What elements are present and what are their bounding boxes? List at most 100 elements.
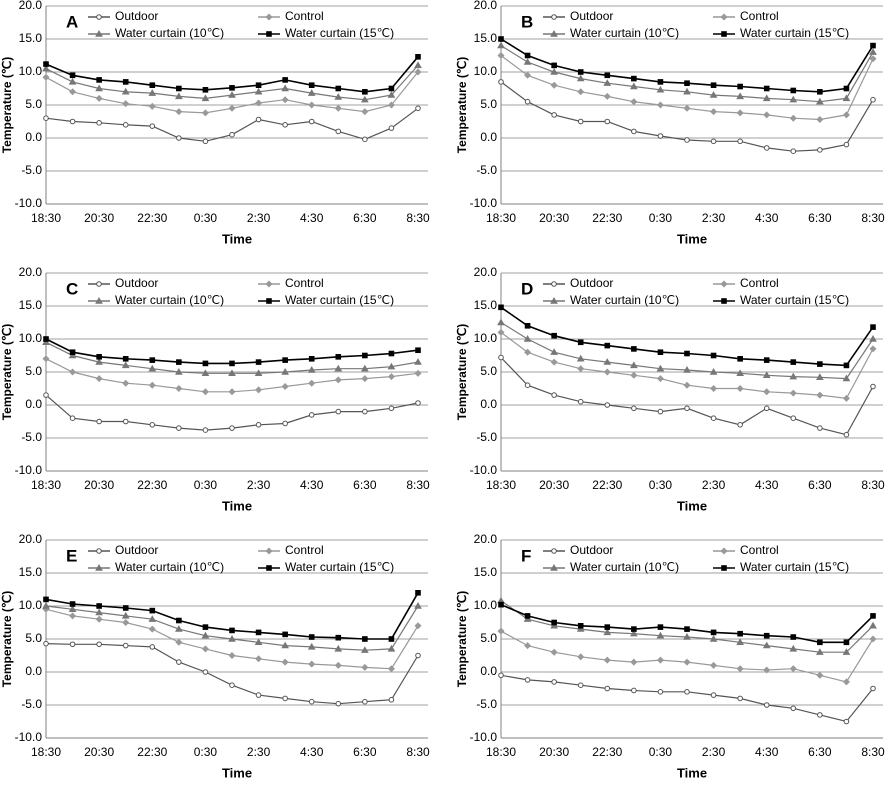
- marker: [869, 635, 877, 643]
- marker: [736, 638, 745, 645]
- marker: [524, 613, 531, 619]
- marker: [362, 408, 368, 415]
- marker: [577, 398, 584, 405]
- marker: [201, 109, 209, 117]
- marker: [550, 296, 558, 304]
- marker: [149, 357, 156, 363]
- marker: [43, 392, 49, 398]
- y-tick-label: -5.0: [476, 430, 497, 444]
- marker: [95, 615, 103, 623]
- marker: [42, 73, 50, 81]
- marker: [551, 62, 557, 69]
- legend-label: Outdoor: [570, 543, 613, 557]
- marker: [201, 369, 210, 377]
- marker: [42, 601, 50, 609]
- marker: [266, 565, 272, 571]
- marker: [817, 425, 823, 431]
- marker: [683, 87, 691, 95]
- marker: [68, 605, 77, 612]
- x-tick-label: 8:30: [406, 211, 430, 225]
- y-tick-label: 5.0: [480, 97, 497, 111]
- marker: [842, 94, 851, 102]
- marker: [175, 638, 183, 646]
- marker: [710, 384, 718, 393]
- marker: [763, 405, 770, 412]
- marker: [604, 118, 611, 125]
- marker: [122, 79, 129, 85]
- y-tick-label: -5.0: [21, 163, 42, 177]
- marker: [43, 61, 49, 67]
- marker: [176, 359, 182, 365]
- legend-label: Control: [740, 9, 779, 23]
- marker: [870, 685, 876, 692]
- x-tick-label: 4:30: [300, 745, 324, 759]
- x-tick-label: 22:30: [592, 745, 622, 759]
- marker: [415, 54, 421, 60]
- x-tick-label: 2:30: [247, 745, 271, 759]
- marker: [335, 634, 342, 641]
- x-tick-label: 0:30: [194, 211, 218, 225]
- marker: [870, 96, 876, 103]
- marker: [228, 369, 236, 377]
- x-tick-label: 20:30: [84, 478, 114, 492]
- x-tick-label: 18:30: [486, 478, 516, 492]
- x-tick-label: 18:30: [31, 211, 61, 225]
- marker: [282, 357, 288, 363]
- marker: [524, 71, 532, 79]
- marker: [737, 422, 743, 428]
- y-axis-title: Temperature (℃): [455, 591, 469, 688]
- x-tick-label: 8:30: [861, 211, 885, 225]
- marker: [551, 14, 557, 20]
- marker: [656, 631, 665, 639]
- marker: [762, 371, 771, 378]
- marker: [523, 58, 532, 65]
- marker: [388, 125, 395, 131]
- marker: [657, 133, 664, 139]
- marker: [631, 626, 637, 632]
- marker: [631, 687, 637, 694]
- marker: [255, 629, 262, 636]
- marker: [790, 87, 797, 94]
- marker: [629, 629, 638, 637]
- marker: [415, 652, 421, 659]
- marker: [228, 104, 236, 112]
- marker: [69, 601, 76, 607]
- marker: [254, 369, 263, 377]
- marker: [498, 36, 504, 42]
- marker: [656, 364, 665, 372]
- marker: [307, 89, 316, 96]
- marker: [790, 415, 797, 422]
- x-tick-label: 22:30: [137, 745, 167, 759]
- x-tick-label: 2:30: [247, 478, 271, 492]
- marker: [603, 92, 611, 100]
- panel-label: E: [66, 546, 77, 565]
- marker: [174, 92, 183, 100]
- marker: [255, 82, 262, 89]
- marker: [95, 29, 103, 37]
- marker: [789, 389, 797, 397]
- x-axis-title: Time: [222, 765, 252, 780]
- legend-label: Water curtain (10℃): [115, 293, 224, 307]
- marker: [656, 656, 664, 664]
- marker: [721, 565, 727, 571]
- marker: [362, 352, 368, 359]
- y-tick-label: 0.0: [480, 397, 497, 411]
- legend-label: Control: [285, 276, 324, 290]
- marker: [630, 98, 638, 106]
- marker: [229, 425, 235, 431]
- marker: [362, 698, 368, 705]
- marker: [604, 72, 611, 79]
- marker: [308, 698, 315, 705]
- x-tick-label: 8:30: [861, 745, 885, 759]
- marker: [790, 359, 797, 365]
- marker: [335, 128, 342, 135]
- marker: [228, 91, 236, 98]
- marker: [870, 613, 876, 619]
- marker: [577, 88, 585, 96]
- marker: [577, 623, 584, 629]
- x-tick-label: 0:30: [194, 745, 218, 759]
- marker: [414, 358, 422, 365]
- x-tick-label: 2:30: [702, 745, 726, 759]
- x-tick-label: 18:30: [486, 211, 516, 225]
- panel: -10.0 -5.0 0.0 5.0 10.0 15.0 20.0 18:30 20:30 22:…: [455, 265, 885, 513]
